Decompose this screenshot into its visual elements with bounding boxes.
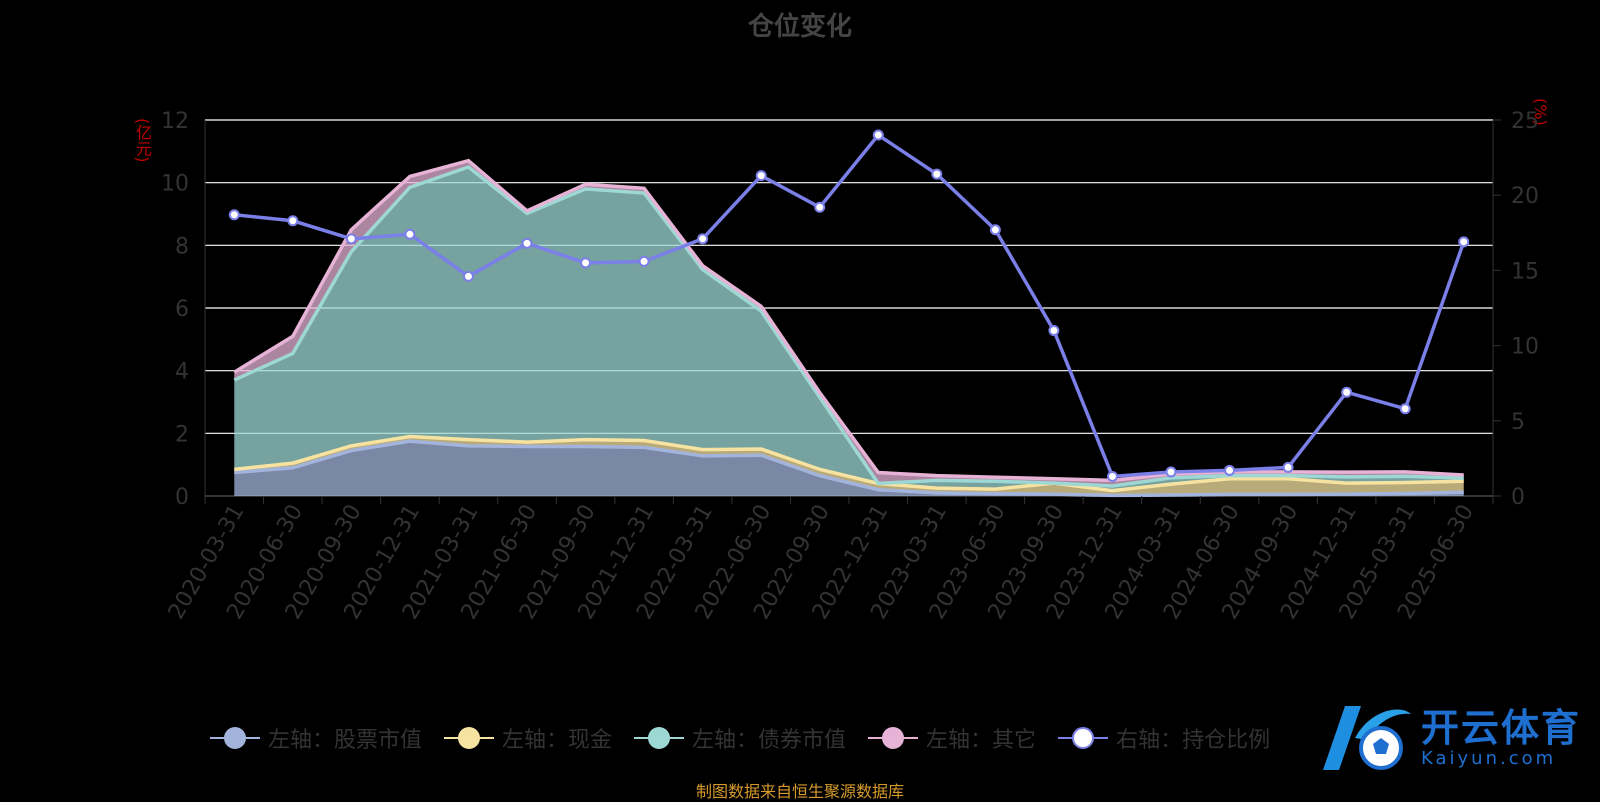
legend-item[interactable]: 左轴：其它 xyxy=(868,722,1036,754)
ratio-point xyxy=(931,168,943,180)
ratio-point xyxy=(755,170,767,182)
ratio-point xyxy=(1224,464,1236,476)
right-tick-label: 0 xyxy=(1511,485,1525,510)
ratio-point xyxy=(345,233,357,245)
right-tick-label: 20 xyxy=(1511,184,1539,209)
legend-item[interactable]: 左轴：债券市值 xyxy=(634,722,846,754)
left-tick-label: 4 xyxy=(175,360,189,385)
left-tick-label: 10 xyxy=(161,172,189,197)
area-line-bond xyxy=(233,165,1464,488)
legend-label: 右轴：持仓比例 xyxy=(1116,728,1271,753)
ratio-point xyxy=(1458,236,1470,248)
left-tick-label: 6 xyxy=(175,297,189,322)
legend-swatch-icon xyxy=(210,726,260,750)
ratio-point xyxy=(1399,403,1411,415)
ratio-point xyxy=(287,215,299,227)
area-line-other xyxy=(233,158,1464,483)
legend-item[interactable]: 右轴：持仓比例 xyxy=(1058,722,1270,754)
left-tick-label: 2 xyxy=(175,422,189,447)
watermark: 开云体育 Kaiyun.com xyxy=(1315,700,1581,776)
ratio-line xyxy=(234,132,1466,479)
legend-swatch-icon xyxy=(868,726,919,750)
ratio-point xyxy=(638,255,650,267)
right-tick-label: 15 xyxy=(1511,259,1539,284)
right-tick-label: 5 xyxy=(1511,410,1525,435)
ratio-point xyxy=(1048,325,1060,337)
legend-item[interactable]: 左轴：股票市值 xyxy=(210,722,422,754)
ratio-point xyxy=(462,270,474,282)
legend-label: 左轴：其它 xyxy=(926,728,1037,753)
area-line-stock xyxy=(234,439,1464,498)
right-axis-unit: (%) xyxy=(1531,98,1550,126)
legend-label: 左轴：债券市值 xyxy=(692,728,847,753)
right-tick-label: 25 xyxy=(1511,109,1539,134)
legend-item[interactable]: 左轴：现金 xyxy=(444,722,612,754)
kaiyun-logo-icon xyxy=(1315,700,1415,776)
ratio-point xyxy=(228,209,240,221)
area-cash xyxy=(234,436,1464,496)
ratio-point xyxy=(1106,470,1118,482)
ratio-point xyxy=(1165,466,1177,478)
left-tick-label: 8 xyxy=(175,234,189,259)
area-stock xyxy=(234,441,1464,496)
chart-title: 仓位变化 xyxy=(747,12,852,42)
ratio-point xyxy=(989,224,1001,236)
area-line-cash xyxy=(234,434,1464,493)
watermark-cn: 开云体育 xyxy=(1421,705,1582,750)
left-axis-unit: (亿元) xyxy=(133,118,152,163)
right-tick-label: 10 xyxy=(1511,335,1539,360)
ratio-point xyxy=(1341,386,1353,398)
left-tick-label: 12 xyxy=(161,109,189,134)
ratio-point xyxy=(1282,461,1294,473)
ratio-point xyxy=(404,228,416,240)
left-tick-label: 0 xyxy=(175,485,189,510)
legend-label: 左轴：现金 xyxy=(502,728,613,753)
legend-swatch-icon xyxy=(1058,726,1109,750)
ratio-point xyxy=(814,201,826,213)
ratio-point xyxy=(872,129,884,141)
legend: 左轴：股票市值 左轴：现金 左轴：债券市值 左轴：其它 右轴：持仓比例 xyxy=(210,722,1270,754)
ratio-point xyxy=(580,257,592,269)
ratio-point xyxy=(521,237,533,249)
legend-swatch-icon xyxy=(444,726,495,750)
ratio-point xyxy=(697,233,709,245)
legend-label: 左轴：股票市值 xyxy=(268,728,423,753)
legend-swatch-icon xyxy=(634,726,685,750)
data-source-note: 制图数据来自恒生聚源数据库 xyxy=(695,782,904,801)
watermark-en: Kaiyun.com xyxy=(1421,747,1557,769)
